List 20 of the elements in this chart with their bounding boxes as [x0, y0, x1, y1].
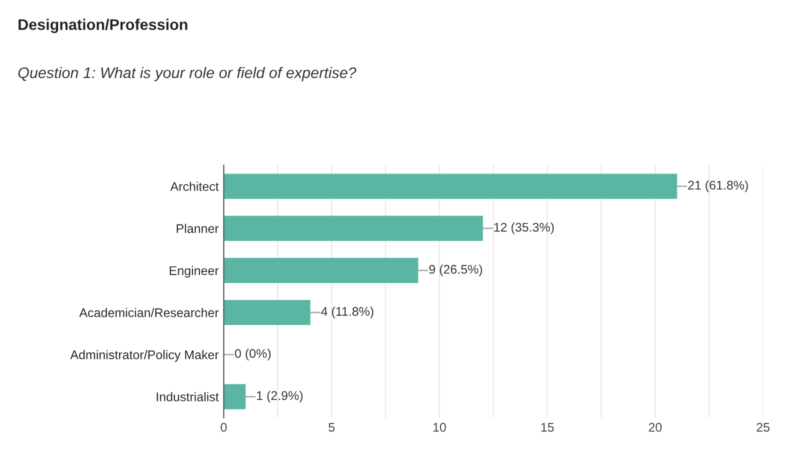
x-tick-label: 15 [541, 423, 554, 432]
data-label: 1 (2.9%) [257, 390, 303, 402]
y-tick-label: Architect [170, 182, 219, 191]
y-tick-label: Academician/Researcher [79, 308, 219, 318]
chart-title: Designation/Profession [18, 18, 188, 34]
data-label: 9 (26.5%) [429, 264, 482, 276]
chart-subtitle: Question 1: What is your role or field of expertise? [18, 66, 356, 82]
x-tick-label: 20 [648, 422, 662, 432]
data-label: 12 (35.3%) [494, 222, 554, 234]
x-tick-label: 10 [433, 422, 446, 432]
data-label: 21 (61.8%) [688, 180, 748, 192]
y-tick-label: Engineer [170, 266, 219, 278]
y-tick-label: Industrialist [156, 392, 219, 402]
y-tick-label: Planner [176, 224, 219, 234]
data-label: 0 (0%) [234, 348, 271, 360]
x-tick-label: 0 [220, 422, 227, 432]
x-tick-label: 5 [328, 423, 335, 432]
x-tick-label: 25 [756, 422, 770, 432]
data-label: 4 (11.8%) [321, 306, 374, 318]
y-tick-label: Administrator/Policy Maker [70, 350, 219, 362]
